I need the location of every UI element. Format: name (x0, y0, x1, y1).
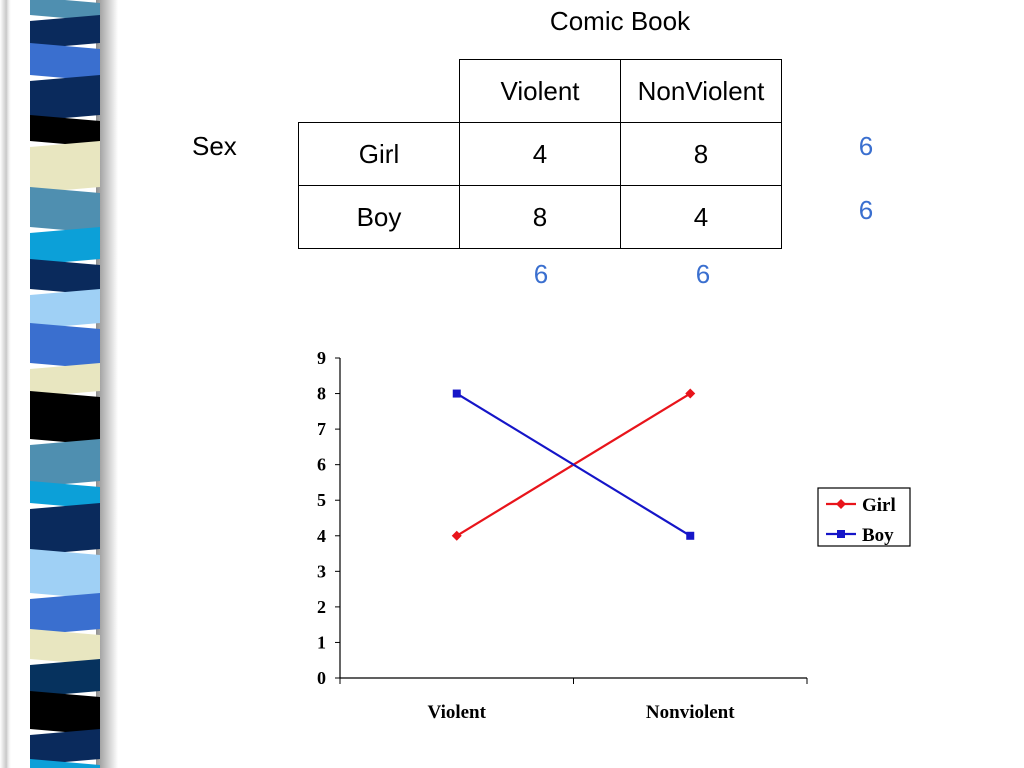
col-total-nonviolent: 6 (695, 259, 711, 289)
strip-band (30, 391, 100, 445)
data-point (836, 499, 846, 509)
row-label-boy: Boy (298, 185, 460, 249)
strip-band (30, 659, 100, 697)
data-point (685, 388, 696, 399)
line-chart: 0 1 2 3 4 5 6 7 8 9 Violent Nonviolent Girl Boy (317, 348, 911, 723)
col-header-violent: Violent (459, 59, 621, 123)
row-label-girl: Girl (298, 122, 460, 186)
table-header-row: Violent NonViolent (299, 59, 782, 123)
y-tick-label: 7 (317, 419, 326, 439)
cell-girl-violent: 4 (459, 122, 621, 186)
strip-band (30, 729, 100, 765)
strip-band (30, 0, 100, 21)
strip-band (30, 481, 100, 509)
strip-band (30, 187, 100, 233)
data-point (451, 530, 462, 541)
y-tick-label: 2 (317, 597, 326, 617)
y-tick-label: 3 (317, 561, 326, 581)
row-total-girl: 6 (858, 131, 874, 161)
strip-band (30, 629, 100, 665)
table-row: Boy 8 4 (298, 185, 782, 249)
strip-band (30, 75, 100, 121)
strip-band (30, 503, 100, 555)
cell-boy-violent: 8 (459, 185, 621, 249)
x-tick-label: Violent (428, 702, 487, 723)
strip-band (30, 363, 100, 397)
strip-band (30, 549, 100, 599)
data-point (686, 531, 695, 540)
series-line-boy (456, 392, 691, 537)
table-row: Girl 4 8 (298, 122, 782, 186)
contingency-table: Violent NonViolent Girl 4 8 Boy 8 4 (298, 59, 782, 249)
y-tick-label: 8 (317, 384, 326, 404)
strip-band (30, 259, 100, 295)
legend-label: Girl (862, 495, 896, 516)
cell-boy-nonviolent: 4 (620, 185, 782, 249)
decorative-side-strip (0, 0, 118, 768)
strip-band (30, 439, 100, 487)
strip-band (30, 227, 100, 265)
strip-band (30, 759, 100, 768)
strip-band (30, 289, 100, 329)
strip-band (30, 323, 100, 369)
col-header-nonviolent: NonViolent (620, 59, 782, 123)
x-tick-label: Nonviolent (646, 702, 735, 723)
data-point (837, 530, 845, 538)
cell-girl-nonviolent: 8 (620, 122, 782, 186)
strip-band (30, 115, 100, 147)
col-total-violent: 6 (533, 259, 549, 289)
y-tick-label: 6 (317, 455, 326, 475)
row-group-label: Sex (192, 131, 237, 161)
y-tick-label: 5 (317, 490, 326, 510)
row-total-boy: 6 (858, 195, 874, 225)
y-tick-label: 0 (317, 668, 326, 688)
y-tick-label: 1 (317, 632, 326, 652)
data-point (452, 389, 461, 398)
strip-band (30, 593, 100, 635)
table-title: Comic Book (549, 6, 691, 36)
y-tick-label: 9 (317, 348, 326, 368)
legend-box (817, 487, 911, 547)
strip-band (30, 691, 100, 735)
strip-band (30, 15, 100, 49)
strip-band (30, 141, 100, 193)
legend-label: Boy (862, 525, 894, 546)
y-tick-label: 4 (317, 526, 326, 546)
strip-band (30, 43, 100, 81)
